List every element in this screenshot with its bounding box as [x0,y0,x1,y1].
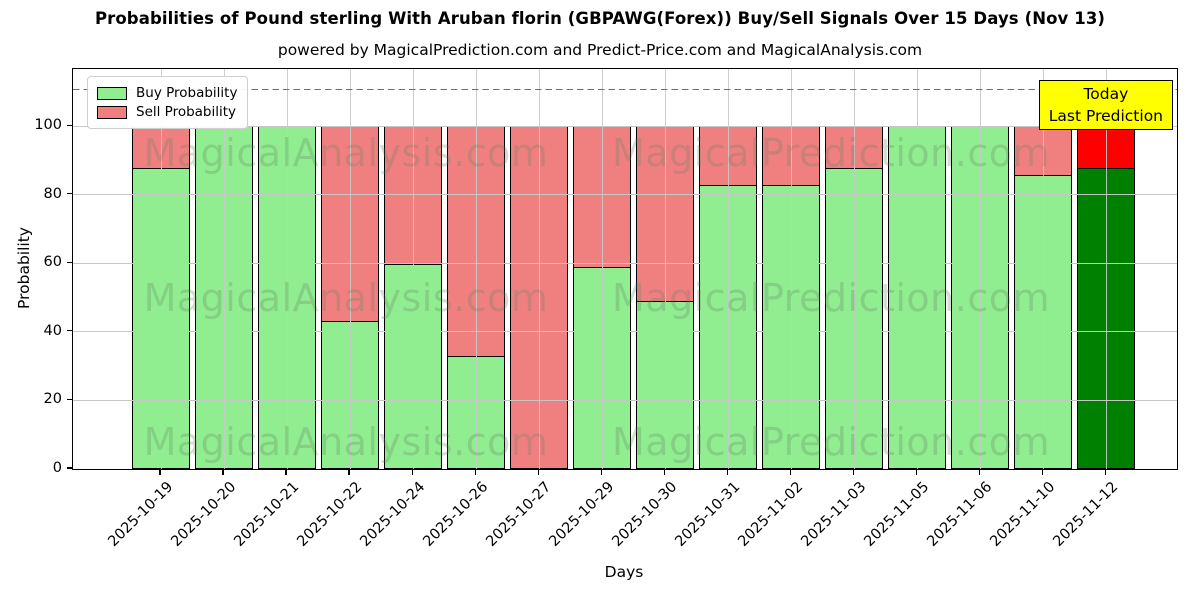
chart-title: Probabilities of Pound sterling With Aru… [94,9,1106,28]
x-tick-mark [852,469,854,475]
x-tick-label: 2025-11-06 [924,479,996,550]
sell-swatch-icon [97,105,127,119]
x-tick-label: 2025-10-20 [168,479,240,550]
v-gridline [160,69,162,469]
v-gridline [979,69,981,469]
grid-layer [73,69,1177,469]
x-tick-label: 2025-10-27 [483,479,555,550]
dashed-threshold-line [73,88,1177,91]
v-gridline [1042,69,1044,469]
x-tick-mark [978,469,980,475]
v-gridline [538,69,540,469]
v-gridline [223,69,225,469]
x-tick-mark [1041,469,1043,475]
v-gridline [349,69,351,469]
y-axis-label: Probability [15,227,33,309]
x-tick-label: 2025-10-31 [672,479,744,550]
v-gridline [286,69,288,469]
legend: Buy Probability Sell Probability [87,76,249,129]
x-tick-label: 2025-10-22 [294,479,366,550]
v-gridline [412,69,414,469]
y-tick-label: 100 [34,117,62,134]
x-tick-label: 2025-10-21 [231,479,303,550]
x-tick-mark [915,469,917,475]
x-tick-mark [789,469,791,475]
x-tick-mark [474,469,476,475]
v-gridline [790,69,792,469]
y-tick-label: 60 [43,254,62,271]
h-gridline [73,399,1177,401]
watermark-text: MagicalPrediction.com [612,131,1050,175]
legend-item-buy: Buy Probability [97,85,237,101]
y-tick-mark [67,124,72,126]
watermark-layer: MagicalAnalysis.com MagicalPrediction.com… [73,69,1177,469]
plot-area: MagicalAnalysis.com MagicalPrediction.com… [72,68,1178,470]
legend-label-buy: Buy Probability [136,85,238,101]
x-tick-label: 2025-11-02 [735,479,807,550]
v-gridline [853,69,855,469]
y-tick-label: 20 [43,391,62,408]
v-gridline [727,69,729,469]
buy-swatch-icon [97,86,127,100]
x-tick-label: 2025-11-05 [861,479,933,550]
x-tick-label: 2025-11-10 [987,479,1059,550]
today-annotation-line2: Last Prediction [1048,107,1163,125]
x-tick-label: 2025-11-12 [1050,479,1122,550]
x-tick-mark [159,469,161,475]
x-tick-mark [1104,469,1107,475]
legend-label-sell: Sell Probability [136,104,237,120]
y-tick-mark [67,398,72,401]
watermark-text: MagicalAnalysis.com [143,420,549,464]
legend-item-sell: Sell Probability [97,104,237,120]
x-tick-label: 2025-10-24 [357,479,429,550]
y-tick-mark [67,467,72,469]
v-gridline [664,69,666,469]
x-axis-label: Days [604,563,644,581]
today-annotation-line1: Today [1083,85,1129,103]
chart-subtitle: powered by MagicalPrediction.com and Pre… [277,41,923,59]
x-tick-mark [600,469,602,475]
x-tick-mark [726,469,728,475]
today-annotation: Today Last Prediction [1038,80,1173,130]
x-tick-mark [663,469,665,475]
h-gridline [73,331,1177,333]
x-tick-label: 2025-10-30 [609,479,681,550]
x-tick-mark [285,469,287,475]
y-tick-label: 0 [52,460,62,476]
x-tick-mark [222,469,224,475]
x-tick-label: 2025-10-26 [420,479,492,550]
y-tick-mark [67,261,72,263]
v-gridline [916,69,918,469]
x-tick-mark [348,469,350,475]
y-tick-label: 80 [43,185,62,202]
h-gridline [73,194,1177,196]
x-tick-label: 2025-10-19 [105,479,177,550]
x-tick-label: 2025-10-29 [546,479,618,550]
v-gridline [601,69,603,469]
x-tick-mark [537,469,539,475]
v-gridline [1105,69,1107,469]
y-tick-mark [67,330,72,332]
watermark-text: MagicalAnalysis.com [143,276,549,320]
watermark-text: MagicalPrediction.com [612,276,1050,320]
v-gridline [475,69,477,469]
y-tick-label: 40 [43,322,62,339]
x-tick-mark [411,469,413,475]
watermark-text: MagicalPrediction.com [612,420,1050,464]
h-gridline [73,125,1177,127]
h-gridline [73,262,1177,264]
x-tick-label: 2025-11-03 [798,479,870,550]
y-tick-mark [67,193,72,195]
watermark-text: MagicalAnalysis.com [143,131,549,175]
